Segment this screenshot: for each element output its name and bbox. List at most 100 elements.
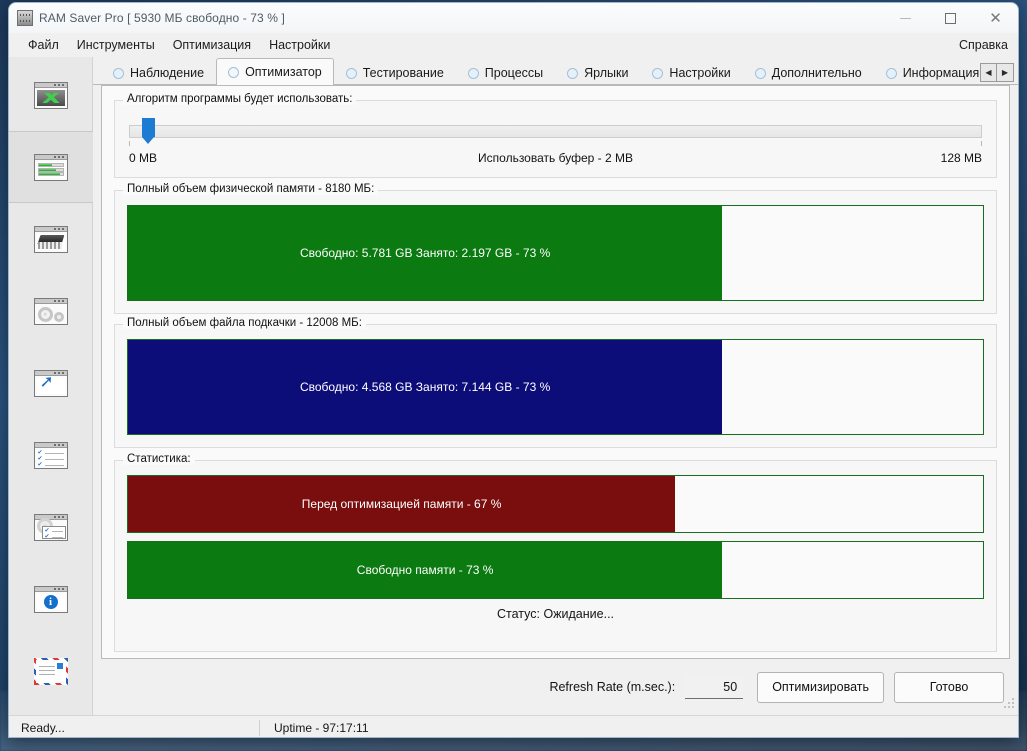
before-optimization-text: Перед оптимизацией памяти - 67 % [301, 497, 502, 511]
tab-processes[interactable]: Процессы [456, 60, 555, 85]
radio-icon [652, 67, 664, 79]
title-bar: RAM Saver Pro [ 5930 МБ свободно - 73 % … [9, 3, 1018, 33]
tab-label: Процессы [484, 66, 544, 80]
sidebar-item-memory[interactable] [9, 203, 93, 275]
sidebar: ✔ ✔ ✔ ✔ ✔ [9, 57, 93, 715]
optimizer-panel: Алгоритм программы будет использовать: 0… [101, 85, 1010, 659]
resize-grip[interactable] [1003, 698, 1015, 710]
status-text: Статус: Ожидание... [496, 607, 615, 621]
physical-memory-text: Свободно: 5.781 GB Занято: 2.197 GB - 73… [299, 246, 551, 260]
gear-checklist-icon: ✔ ✔ [33, 513, 68, 541]
status-bar: Ready... Uptime - 97:17:11 [9, 715, 1018, 737]
tab-label: Настройки [669, 66, 731, 80]
tab-label: Ярлыки [584, 66, 629, 80]
statistics-group: Статистика: Перед оптимизацией памяти - … [114, 453, 997, 652]
algorithm-group-label: Алгоритм программы будет использовать: [123, 93, 357, 105]
sidebar-item-mail[interactable] [9, 635, 93, 707]
sidebar-item-info[interactable]: i [9, 563, 93, 635]
page-file-fill [128, 340, 723, 434]
menu-tools[interactable]: Инструменты [76, 38, 155, 52]
refresh-rate-input[interactable] [685, 675, 744, 699]
radio-icon [345, 67, 357, 79]
status-separator [259, 719, 260, 736]
sidebar-item-tasks[interactable]: ✔ ✔ ✔ [9, 419, 93, 491]
menu-file[interactable]: Файл [28, 38, 59, 52]
buffer-slider-thumb[interactable] [142, 118, 156, 144]
tab-information[interactable]: Информация [874, 60, 992, 85]
tab-shortcuts[interactable]: Ярлыки [555, 60, 640, 85]
tab-scroll-left-icon[interactable]: ◀ [980, 63, 997, 82]
tab-optimizer[interactable]: Оптимизатор [216, 58, 334, 85]
buffer-slider-track[interactable] [129, 125, 982, 138]
radio-icon [754, 67, 766, 79]
tab-label: Оптимизатор [245, 65, 322, 79]
tab-advanced[interactable]: Дополнительно [743, 60, 874, 85]
menu-bar: Файл Инструменты Оптимизация Настройки С… [9, 33, 1018, 57]
sidebar-item-optimizer[interactable] [9, 131, 93, 203]
tab-label: Дополнительно [771, 66, 862, 80]
menu-settings[interactable]: Настройки [269, 38, 331, 52]
optimize-button[interactable]: Оптимизировать [757, 671, 884, 703]
tab-label: Наблюдение [130, 66, 205, 80]
tab-scroll-right-icon[interactable]: ▶ [997, 63, 1014, 82]
before-optimization-meter: Перед оптимизацией памяти - 67 % [127, 475, 984, 533]
slider-min-label: 0 MB [129, 151, 158, 165]
tab-label: Информация [902, 66, 980, 80]
radio-icon [467, 67, 479, 79]
radio-icon [113, 67, 124, 79]
page-file-meter: Свободно: 4.568 GB Занято: 7.144 GB - 73… [127, 339, 984, 435]
physical-memory-label: Полный объем физической памяти - 8180 МБ… [123, 183, 379, 195]
window-title: RAM Saver Pro [ 5930 МБ свободно - 73 % … [39, 11, 285, 25]
menu-help[interactable]: Справка [958, 38, 1008, 52]
tab-strip: Наблюдение Оптимизатор Тестирование Проц… [93, 57, 1018, 85]
tab-testing[interactable]: Тестирование [334, 60, 456, 85]
gears-settings-icon [33, 297, 68, 325]
statistics-label: Статистика: [123, 453, 195, 465]
slider-tick-min [129, 141, 130, 146]
status-ready-text: Ready... [21, 720, 65, 735]
page-file-text: Свободно: 4.568 GB Занято: 7.144 GB - 73… [299, 380, 551, 394]
done-button[interactable]: Готово [894, 671, 1004, 703]
tab-monitoring[interactable]: Наблюдение [101, 60, 216, 85]
shortcut-arrow-icon [33, 369, 68, 397]
sidebar-item-scheduler[interactable]: ✔ ✔ [9, 491, 93, 563]
maximize-button[interactable] [928, 3, 973, 33]
slider-value-label: Использовать буфер - 2 MB [478, 151, 633, 165]
menu-optimization[interactable]: Оптимизация [172, 38, 252, 52]
tab-settings[interactable]: Настройки [640, 60, 742, 85]
physical-memory-fill [128, 206, 723, 300]
refresh-rate-label: Refresh Rate (m.sec.): [549, 680, 676, 694]
close-button[interactable]: ✕ [989, 8, 1002, 27]
slider-tick-max [981, 141, 982, 146]
sidebar-item-shortcuts[interactable] [9, 347, 93, 419]
slider-max-label: 128 MB [940, 151, 982, 165]
algorithm-group: Алгоритм программы будет использовать: 0… [114, 93, 997, 178]
physical-memory-meter: Свободно: 5.781 GB Занято: 2.197 GB - 73… [127, 205, 984, 301]
before-optimization-fill [128, 476, 676, 532]
memory-bars-icon [33, 153, 68, 181]
window-controls: ✕ [883, 3, 1018, 33]
sidebar-item-settings[interactable] [9, 275, 93, 347]
radio-icon [885, 67, 897, 79]
page-file-group: Полный объем файла подкачки - 12008 МБ: … [114, 317, 997, 448]
main-content: Наблюдение Оптимизатор Тестирование Проц… [93, 57, 1018, 715]
tab-label: Тестирование [362, 66, 444, 80]
monitoring-graph-icon [33, 81, 68, 109]
window-body: ✔ ✔ ✔ ✔ ✔ [9, 57, 1018, 715]
free-memory-text: Свободно памяти - 73 % [356, 563, 494, 577]
memory-chip-icon [33, 225, 68, 253]
app-window: RAM Saver Pro [ 5930 МБ свободно - 73 % … [8, 2, 1019, 738]
checklist-icon: ✔ ✔ ✔ [33, 441, 68, 469]
physical-memory-group: Полный объем физической памяти - 8180 МБ… [114, 183, 997, 314]
radio-icon [228, 66, 240, 78]
bottom-toolbar: Refresh Rate (m.sec.): Оптимизировать Го… [93, 659, 1018, 715]
page-file-label: Полный объем файла подкачки - 12008 МБ: [123, 317, 366, 329]
info-icon: i [33, 585, 68, 613]
radio-icon [567, 67, 579, 79]
minimize-button[interactable] [883, 3, 928, 33]
sidebar-item-monitoring[interactable] [9, 59, 93, 131]
status-uptime-text: Uptime - 97:17:11 [274, 720, 369, 735]
envelope-icon [34, 658, 68, 685]
free-memory-fill [128, 542, 723, 598]
slider-labels: 0 MB Использовать буфер - 2 MB 128 MB [129, 151, 982, 165]
